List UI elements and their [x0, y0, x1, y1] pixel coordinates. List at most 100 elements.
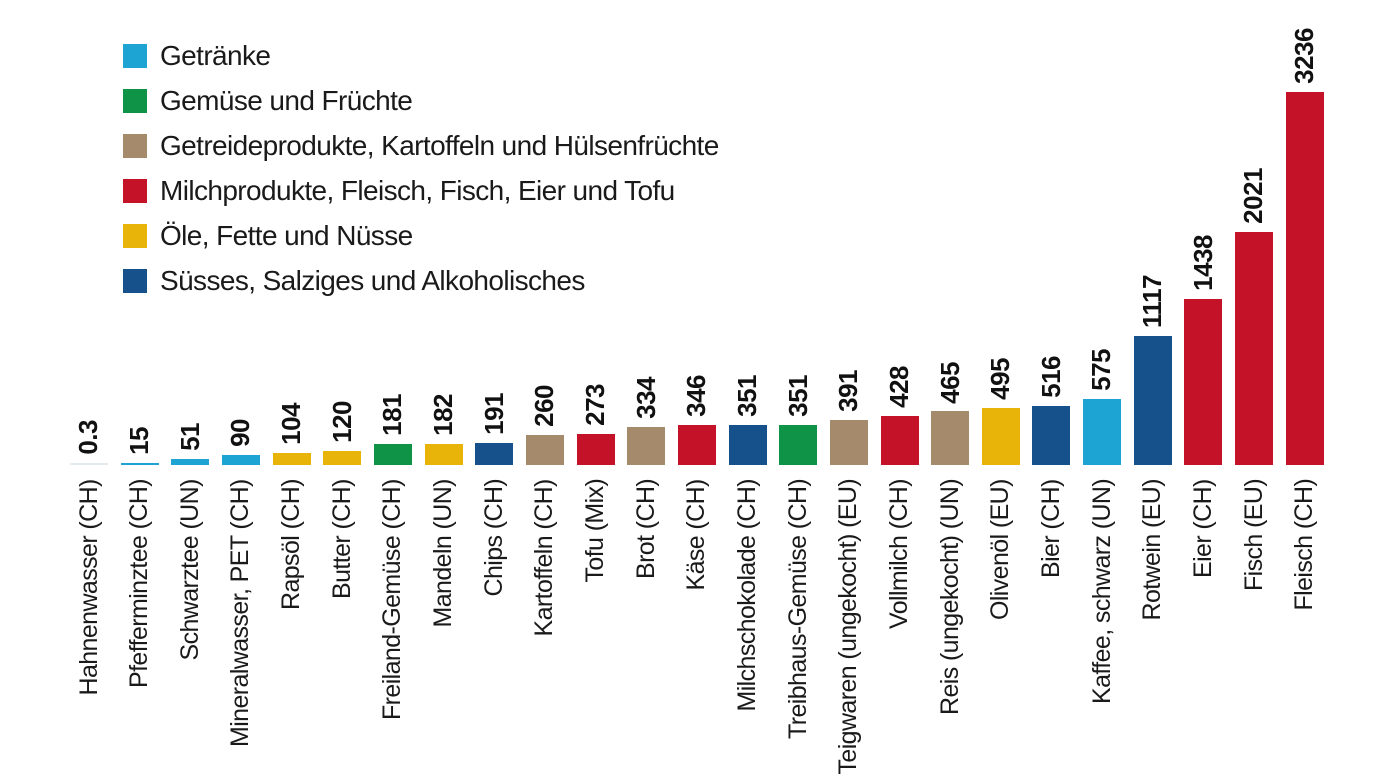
x-axis-label-cell: Käse (CH): [678, 479, 716, 590]
bar-value-label: 1117: [1137, 275, 1168, 329]
bar-value-label: 351: [782, 374, 813, 417]
bar: [728, 424, 767, 465]
x-axis-label: Vollmilch (CH): [887, 479, 912, 629]
x-axis-label: Mandeln (UN): [431, 479, 457, 628]
bar-value-label: 90: [225, 418, 256, 447]
x-axis-label-cell: Bier (CH): [1032, 479, 1070, 578]
bar-value-label: 465: [934, 361, 965, 404]
x-axis-label-cell: Brot (CH): [627, 479, 665, 579]
bar-column: 3236: [1285, 0, 1324, 465]
legend-label: Süsses, Salziges und Alkoholisches: [160, 265, 585, 296]
x-axis-label: Butter (CH): [329, 479, 355, 599]
bar-column: 120: [323, 0, 362, 465]
bar-value-label: 428: [883, 365, 914, 408]
x-axis-label-cell: Rapsöl (CH): [273, 479, 311, 610]
plot-area: 0.3 15 51 90 104 120 181: [70, 0, 1324, 465]
x-axis-label: Reis (ungekocht) (UN): [937, 479, 963, 716]
bar: [1133, 336, 1172, 465]
bar-column: 391: [829, 0, 868, 465]
x-axis-label: Eier (CH): [1190, 479, 1216, 578]
legend: Getränke Gemüse und Früchte Getreideprod…: [123, 42, 719, 295]
x-axis-label-cell: Schwarztee (UN): [171, 479, 209, 660]
bar-column: 575: [1083, 0, 1122, 465]
legend-item: Getränke: [123, 42, 719, 70]
x-axis-label-cell: Vollmilch (CH): [881, 479, 919, 629]
legend-item: Getreideprodukte, Kartoffeln und Hülsenf…: [123, 132, 719, 160]
bar-column: 351: [728, 0, 767, 465]
x-axis-label-cell: Fleisch (CH): [1286, 479, 1324, 611]
x-axis-label: Hahnenwasser (CH): [76, 479, 102, 696]
x-axis-label-cell: Mandeln (UN): [425, 479, 463, 627]
bar-value-label: 346: [681, 375, 712, 418]
x-axis-label-cell: Reis (ungekocht) (UN): [931, 479, 969, 715]
bar-column: 465: [931, 0, 970, 465]
bar-value-label: 0.3: [73, 420, 104, 455]
x-axis-label-cell: Fisch (EU): [1235, 479, 1273, 591]
x-axis-label-cell: Chips (CH): [475, 479, 513, 597]
bar-column: 51: [171, 0, 210, 465]
x-axis-label-cell: Teigwaren (ungekocht) (EU): [830, 479, 868, 775]
bar-value-label: 15: [124, 427, 154, 455]
bar-value-label: 1438: [1187, 235, 1218, 292]
bar: [120, 463, 159, 465]
bar: [323, 451, 362, 465]
bar: [779, 424, 818, 465]
bar-column: 516: [1032, 0, 1071, 465]
x-axis-label-cell: Tofu (Mix): [577, 479, 615, 583]
legend-item: Gemüse und Früchte: [123, 87, 719, 115]
x-axis-label-cell: Kartoffeln (CH): [526, 479, 564, 636]
x-axis-label: Fleisch (CH): [1292, 479, 1318, 611]
x-axis-label: Pfefferminztee (CH): [127, 479, 153, 689]
x-axis-label-cell: Mineralwasser, PET (CH): [222, 479, 260, 747]
legend-color-swatch-icon: [123, 224, 147, 248]
legend-label: Öle, Fette und Nüsse: [160, 220, 413, 251]
bar-column: 1438: [1184, 0, 1223, 465]
bar-column: 260: [525, 0, 564, 465]
bar: [221, 454, 260, 465]
bar-column: 15: [120, 0, 159, 465]
bar-value-label: 495: [985, 358, 1016, 400]
bar: [880, 415, 919, 465]
bar: [931, 411, 970, 465]
bar: [1184, 299, 1223, 465]
legend-color-swatch-icon: [123, 179, 147, 203]
bar-column: 104: [272, 0, 311, 465]
legend-label: Getränke: [160, 40, 271, 71]
bar-value-label: 2021: [1238, 168, 1269, 224]
bar-value-label: 575: [1086, 348, 1117, 391]
x-axis-label: Treibhaus-Gemüse (CH): [785, 479, 811, 740]
bar-value-label: 391: [833, 370, 864, 412]
x-axis-label-cell: Butter (CH): [323, 479, 361, 599]
x-axis-label: Mineralwasser, PET (CH): [228, 479, 254, 747]
bar-column: 334: [627, 0, 666, 465]
legend-label: Milchprodukte, Fleisch, Fisch, Eier und …: [160, 175, 675, 206]
legend-color-swatch-icon: [123, 134, 147, 158]
x-axis-label-cell: Pfefferminztee (CH): [121, 479, 159, 688]
legend-color-swatch-icon: [123, 269, 147, 293]
bar-column: 181: [373, 0, 412, 465]
bar-column: 428: [880, 0, 919, 465]
bar-column: 346: [677, 0, 716, 465]
bar: [475, 443, 514, 465]
bar: [829, 419, 868, 465]
bar: [525, 435, 564, 465]
bar-value-label: 3236: [1289, 28, 1320, 84]
bar-value-label: 516: [1035, 355, 1066, 398]
x-axis-label: Chips (CH): [481, 479, 507, 597]
x-axis-label: Rotwein (EU): [1140, 479, 1166, 621]
x-axis-label: Bier (CH): [1038, 479, 1064, 578]
x-axis-label: Fisch (EU): [1241, 479, 1267, 592]
bar: [1285, 92, 1324, 465]
x-axis-label-cell: Freiland-Gemüse (CH): [374, 479, 412, 720]
x-axis-label: Schwarztee (UN): [177, 479, 203, 661]
x-axis-label: Milchschokolade (CH): [735, 479, 761, 712]
bar: [627, 426, 666, 465]
bar-value-label: 51: [174, 423, 205, 452]
bar-value-label: 260: [529, 385, 560, 427]
x-axis-label: Kaffee, schwarz (UN): [1089, 479, 1115, 705]
x-axis-label: Kartoffeln (CH): [532, 479, 558, 637]
x-axis-label-cell: Olivenöl (EU): [982, 479, 1020, 620]
x-axis-label: Brot (CH): [633, 479, 659, 580]
legend-color-swatch-icon: [123, 89, 147, 113]
